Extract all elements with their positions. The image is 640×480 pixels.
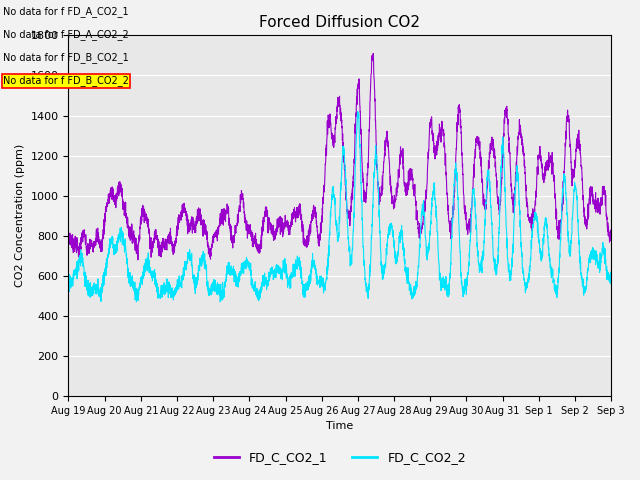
Title: Forced Diffusion CO2: Forced Diffusion CO2: [259, 15, 420, 30]
Text: No data for f FD_A_CO2_1: No data for f FD_A_CO2_1: [3, 6, 129, 17]
Line: FD_C_CO2_2: FD_C_CO2_2: [68, 111, 611, 302]
Text: No data for f FD_A_CO2_2: No data for f FD_A_CO2_2: [3, 29, 129, 40]
Text: No data for f FD_B_CO2_1: No data for f FD_B_CO2_1: [3, 52, 129, 63]
FD_C_CO2_2: [296, 258, 304, 264]
Legend: FD_C_CO2_1, FD_C_CO2_2: FD_C_CO2_1, FD_C_CO2_2: [209, 446, 471, 469]
Text: No data for f FD_B_CO2_2: No data for f FD_B_CO2_2: [3, 75, 129, 86]
FD_C_CO2_2: [273, 262, 280, 267]
FD_C_CO2_1: [159, 236, 166, 241]
FD_C_CO2_1: [273, 226, 280, 231]
Line: FD_C_CO2_1: FD_C_CO2_1: [68, 53, 611, 260]
FD_C_CO2_2: [539, 248, 547, 253]
FD_C_CO2_2: [354, 108, 362, 114]
FD_C_CO2_2: [127, 283, 134, 289]
FD_C_CO2_2: [597, 260, 605, 265]
FD_C_CO2_1: [296, 202, 304, 208]
FD_C_CO2_2: [159, 283, 166, 289]
FD_C_CO2_1: [134, 257, 141, 263]
FD_C_CO2_2: [65, 281, 72, 287]
FD_C_CO2_1: [65, 230, 72, 236]
FD_C_CO2_2: [607, 282, 615, 288]
FD_C_CO2_1: [127, 238, 134, 243]
Y-axis label: CO2 Concentration (ppm): CO2 Concentration (ppm): [15, 144, 25, 288]
FD_C_CO2_1: [539, 173, 547, 179]
FD_C_CO2_2: [132, 299, 140, 305]
FD_C_CO2_1: [607, 230, 615, 236]
X-axis label: Time: Time: [326, 421, 353, 432]
FD_C_CO2_1: [369, 50, 377, 56]
FD_C_CO2_1: [597, 198, 605, 204]
